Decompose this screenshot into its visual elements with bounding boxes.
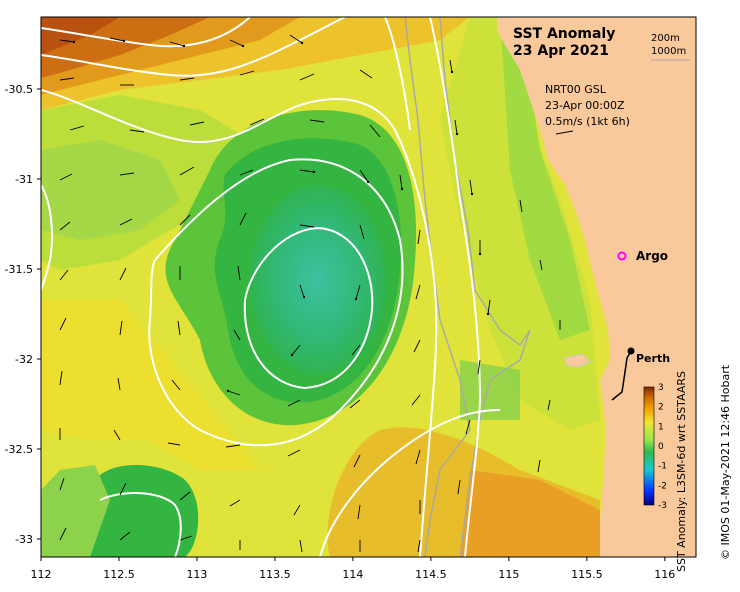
x-tick-label: 113 bbox=[186, 568, 207, 581]
x-tick-label: 113.5 bbox=[259, 568, 291, 581]
argo-label: Argo bbox=[636, 249, 668, 263]
sst-field bbox=[41, 17, 696, 557]
x-tick-label: 115 bbox=[498, 568, 519, 581]
y-axis: -30.5 -31 -31.5 -32 -32.5 -33 bbox=[5, 83, 41, 546]
x-tick-label: 116 bbox=[654, 568, 675, 581]
y-tick-label: -30.5 bbox=[5, 83, 33, 96]
plot-frame bbox=[40, 16, 697, 558]
x-tick-label: 114.5 bbox=[415, 568, 447, 581]
vector-scale-arrow bbox=[555, 130, 574, 135]
colorbar-ticks: 3 2 1 0 -1 -2 -3 bbox=[658, 383, 667, 511]
colorbar-tick-label: -3 bbox=[658, 501, 667, 511]
bathymetry-200m bbox=[404, 17, 471, 557]
product-time: 23-Apr 00:00Z bbox=[545, 99, 625, 112]
y-tick-label: -31 bbox=[15, 173, 33, 186]
y-tick-label: -32.5 bbox=[5, 443, 33, 456]
map-title: SST Anomaly bbox=[513, 26, 615, 42]
colorbar-tick-label: 0 bbox=[658, 442, 664, 452]
colorbar-tick-label: -2 bbox=[658, 481, 667, 491]
ssh-contours bbox=[41, 17, 501, 557]
credit-text: © IMOS 01-May-2021 12:46 Hobart bbox=[719, 364, 732, 560]
colorbar-tick-label: 3 bbox=[658, 383, 664, 393]
y-tick-label: -32 bbox=[15, 353, 33, 366]
product-name: NRT00 GSL bbox=[545, 83, 607, 96]
colorbar-tick-label: -1 bbox=[658, 462, 667, 472]
colorbar-tick-label: 1 bbox=[658, 422, 664, 432]
map-date: 23 Apr 2021 bbox=[513, 43, 609, 59]
perth-label: Perth bbox=[636, 352, 670, 365]
depth-legend-1000m: 1000m bbox=[651, 46, 686, 57]
argo-marker bbox=[617, 251, 627, 261]
x-tick-label: 114 bbox=[342, 568, 363, 581]
x-tick-label: 112.5 bbox=[103, 568, 135, 581]
swan-river bbox=[611, 350, 632, 401]
vector-scale-label: 0.5m/s (1kt 6h) bbox=[545, 115, 630, 128]
current-vectors bbox=[59, 34, 561, 553]
y-tick-label: -31.5 bbox=[5, 263, 33, 276]
depth-legend-200m: 200m bbox=[651, 33, 680, 44]
x-axis: 112 112.5 113 113.5 114 114.5 115 115.5 116 bbox=[31, 557, 675, 581]
x-tick-label: 115.5 bbox=[571, 568, 603, 581]
vector-heads bbox=[72, 39, 490, 393]
colorbar-label: SST Anomaly: L3SM-6d wrt SSTAARS bbox=[675, 371, 688, 572]
x-tick-label: 112 bbox=[31, 568, 52, 581]
y-tick-label: -33 bbox=[15, 533, 33, 546]
colorbar-tick-label: 2 bbox=[658, 403, 664, 413]
colorbar bbox=[643, 386, 655, 506]
